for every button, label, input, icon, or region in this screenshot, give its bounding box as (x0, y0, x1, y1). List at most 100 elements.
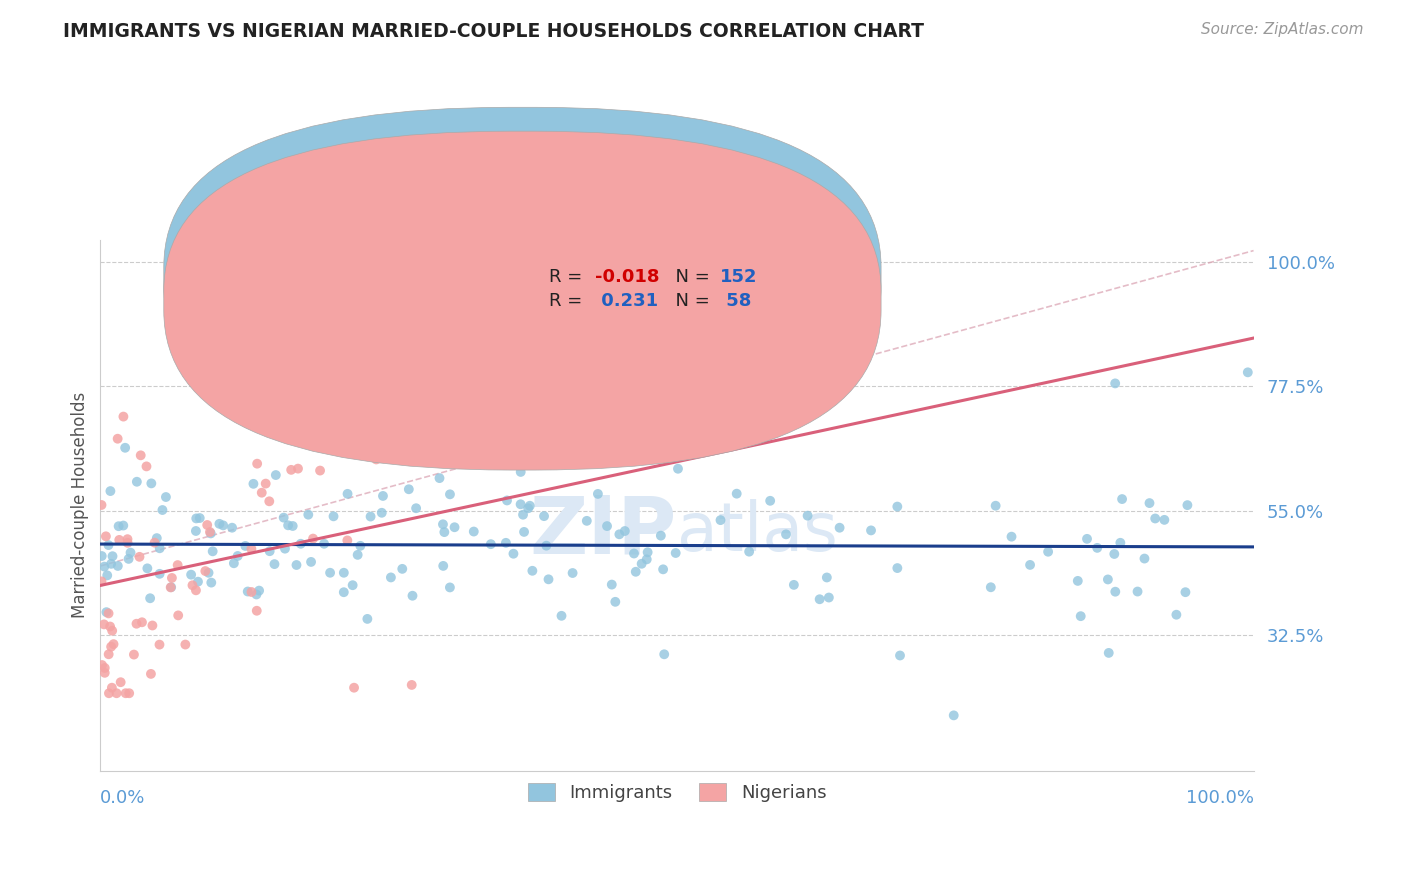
Point (1070, 609, 1092, 624)
Text: 0.231: 0.231 (595, 292, 658, 310)
Point (433, 525, 456, 540)
Point (509, 497, 531, 511)
Point (1177, 498, 1199, 512)
Point (1109, 536, 1132, 550)
Point (136, 561, 159, 575)
Point (1104, 547, 1126, 561)
Point (759, 493, 782, 508)
Point (122, 648, 145, 662)
Point (259, 494, 281, 508)
Point (125, 616, 148, 631)
Point (184, 583, 207, 598)
Point (517, 501, 540, 516)
Text: Source: ZipAtlas.com: Source: ZipAtlas.com (1201, 22, 1364, 37)
Point (97, 538, 120, 552)
Point (1076, 532, 1098, 546)
Point (96, 568, 118, 582)
Point (815, 570, 838, 584)
Point (1166, 607, 1188, 622)
Point (148, 638, 170, 652)
Point (509, 465, 531, 479)
Point (356, 612, 378, 626)
Point (250, 485, 273, 500)
Point (828, 521, 851, 535)
Text: 0.0%: 0.0% (100, 789, 146, 806)
Point (650, 528, 672, 542)
Point (984, 499, 1007, 513)
Point (550, 608, 572, 623)
Point (131, 615, 153, 630)
FancyBboxPatch shape (163, 107, 882, 446)
Point (1104, 584, 1126, 599)
Point (609, 527, 631, 541)
Point (297, 508, 319, 522)
Point (233, 539, 256, 553)
Point (93, 559, 115, 574)
Point (536, 539, 558, 553)
Point (194, 564, 217, 578)
Point (336, 533, 359, 548)
FancyBboxPatch shape (163, 131, 882, 470)
Point (637, 545, 659, 559)
Point (1085, 541, 1108, 555)
Text: 100.0%: 100.0% (1185, 789, 1254, 806)
Point (1000, 530, 1022, 544)
Point (889, 648, 911, 663)
Point (240, 585, 263, 599)
Point (352, 438, 374, 452)
Point (97, 686, 120, 700)
Point (287, 461, 309, 475)
Point (198, 524, 221, 539)
Point (496, 452, 519, 467)
Point (439, 487, 461, 501)
Point (221, 521, 243, 535)
Point (1133, 551, 1156, 566)
Point (149, 566, 172, 581)
Point (596, 519, 619, 533)
Point (319, 566, 342, 580)
Point (285, 387, 308, 401)
Point (114, 686, 136, 700)
Point (180, 567, 202, 582)
Point (200, 575, 222, 590)
Point (522, 564, 544, 578)
Point (725, 486, 748, 500)
Point (586, 487, 609, 501)
Point (290, 537, 312, 551)
Point (533, 509, 555, 524)
Text: R =: R = (548, 268, 588, 285)
Point (513, 524, 536, 539)
Point (360, 509, 382, 524)
Point (277, 518, 299, 533)
Point (371, 489, 394, 503)
Point (141, 618, 163, 632)
Point (195, 518, 218, 533)
Point (1098, 646, 1121, 660)
Text: ZIP: ZIP (530, 492, 676, 571)
Point (118, 686, 141, 700)
Point (285, 558, 308, 572)
Point (432, 558, 454, 573)
Text: 152: 152 (720, 268, 756, 285)
Point (886, 561, 908, 575)
Point (439, 581, 461, 595)
Point (281, 519, 304, 533)
Point (212, 518, 235, 533)
Point (201, 544, 224, 558)
Point (93, 665, 115, 680)
Point (652, 562, 675, 576)
Point (630, 557, 652, 571)
Point (398, 482, 420, 496)
Point (246, 457, 269, 471)
Point (477, 387, 499, 401)
Point (605, 595, 627, 609)
Point (236, 584, 259, 599)
Point (93, 661, 115, 675)
Text: -0.018: -0.018 (595, 268, 659, 285)
Point (101, 681, 124, 695)
Point (100, 557, 122, 571)
Point (322, 509, 344, 524)
Point (146, 531, 169, 545)
Point (349, 539, 371, 553)
Y-axis label: Married-couple Households: Married-couple Households (72, 392, 89, 618)
